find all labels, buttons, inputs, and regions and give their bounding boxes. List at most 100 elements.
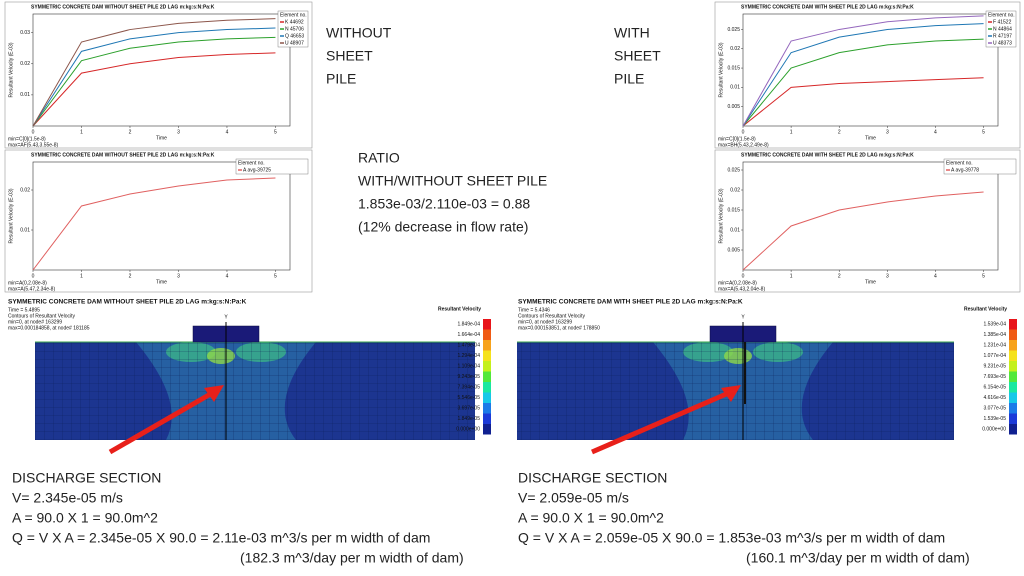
discharge-text: DISCHARGE SECTION xyxy=(518,470,667,486)
color-swatch xyxy=(483,424,491,435)
series-line xyxy=(32,18,276,127)
legend-entry: N 45706 xyxy=(285,26,304,32)
legend-label: 1.539e-05 xyxy=(983,416,1006,422)
legend-label: 1.849e-04 xyxy=(457,321,480,327)
discharge-text: Q = V X A = 2.345e-05 X 90.0 = 2.11e-03 … xyxy=(12,530,430,546)
color-swatch xyxy=(483,403,491,414)
chart-footer: max=A(5.43,2.04e-8) xyxy=(718,286,765,292)
x-tick-label: 2 xyxy=(129,273,132,279)
color-swatch xyxy=(1009,319,1017,330)
chart-footer: min=A(0,2.08e-8) xyxy=(718,280,757,286)
plot-area xyxy=(32,161,291,271)
color-swatch xyxy=(1009,361,1017,372)
x-tick-label: 1 xyxy=(80,273,83,279)
legend-title: Element no. xyxy=(238,160,265,166)
legend-entry: F 41522 xyxy=(993,19,1012,25)
y-tick-label: 0.025 xyxy=(727,167,740,173)
color-swatch xyxy=(1009,413,1017,424)
color-swatch xyxy=(1009,382,1017,393)
x-axis-label: Time xyxy=(865,279,876,285)
legend-title: Element no. xyxy=(280,12,307,18)
y-tick-label: 0.01 xyxy=(20,92,30,98)
plot-area xyxy=(742,13,999,127)
legend-title: Resultant Velocity xyxy=(438,306,481,312)
discharge-text: Q = V X A = 2.059e-05 X 90.0 = 1.853e-03… xyxy=(518,530,945,546)
legend-entry: A avg-39725 xyxy=(243,167,271,173)
chart-frame xyxy=(714,1,1021,149)
color-swatch xyxy=(1009,340,1017,351)
discharge-text: A = 90.0 X 1 = 90.0m^2 xyxy=(12,510,158,526)
legend-label: 1.849e-05 xyxy=(457,416,480,422)
label: WITH/WITHOUT SHEET PILE xyxy=(358,173,547,189)
x-axis-label: Time xyxy=(865,135,876,141)
x-tick-label: 2 xyxy=(838,273,841,279)
series-line xyxy=(742,15,984,127)
legend-label: 1.479e-04 xyxy=(457,342,480,348)
color-swatch xyxy=(1009,350,1017,361)
chart-footer: min=C[0](1.5e-8) xyxy=(8,136,46,142)
legend-label: 9.231e-05 xyxy=(983,363,1006,369)
label: SHEET xyxy=(326,48,373,64)
legend-label: 1.664e-04 xyxy=(457,332,480,338)
x-tick-label: 2 xyxy=(129,129,132,135)
contour-info: min=0, at node# 163299 xyxy=(8,319,62,325)
arrow xyxy=(108,389,216,455)
mesh-grid xyxy=(35,342,475,440)
legend-label: 1.231e-04 xyxy=(983,342,1006,348)
legend-entry: N 44864 xyxy=(993,26,1012,32)
y-axis-label: Resultant Velocity (E-03) xyxy=(718,188,724,243)
y-tick-label: 0.02 xyxy=(20,187,30,193)
chart-title: SYMMETRIC CONCRETE DAM WITHOUT SHEET PIL… xyxy=(31,4,215,10)
y-tick-label: 0.005 xyxy=(727,247,740,253)
legend-label: 3.077e-05 xyxy=(983,405,1006,411)
label: PILE xyxy=(614,71,644,87)
contour-info: Time = 5.4346 xyxy=(518,307,550,313)
color-swatch xyxy=(1009,403,1017,414)
legend xyxy=(277,10,309,48)
color-swatch xyxy=(1009,392,1017,403)
legend xyxy=(235,158,309,175)
legend-label: 6.154e-05 xyxy=(983,384,1006,390)
color-swatch xyxy=(483,329,491,340)
legend-entry: K 44692 xyxy=(285,19,304,25)
color-swatch xyxy=(483,413,491,424)
x-tick-label: 0 xyxy=(32,273,35,279)
x-axis-label: Time xyxy=(156,135,167,141)
color-swatch xyxy=(483,392,491,403)
label: WITH xyxy=(614,25,650,41)
legend-label: 3.697e-05 xyxy=(457,405,480,411)
color-swatch xyxy=(483,350,491,361)
legend-entry: U 48907 xyxy=(285,40,304,46)
legend-title: Resultant Velocity xyxy=(964,306,1007,312)
contour-info: max=0.000184858, at node# 181185 xyxy=(8,325,90,331)
legend-label: 4.616e-05 xyxy=(983,395,1006,401)
label: WITHOUT xyxy=(326,25,392,41)
y-tick-label: 0.02 xyxy=(730,187,740,193)
x-tick-label: 5 xyxy=(982,273,985,279)
legend-entry: Q 46653 xyxy=(285,33,304,39)
label: 1.853e-03/2.110e-03 = 0.88 xyxy=(358,196,530,212)
chart-footer: max=AF(5.43,3.55e-8) xyxy=(8,142,58,148)
legend-label: 0.000e+00 xyxy=(456,426,480,432)
legend-label: 5.546e-05 xyxy=(457,395,480,401)
y-tick-label: 0.03 xyxy=(20,30,30,36)
y-axis-label: Resultant Velocity (E-03) xyxy=(8,42,14,97)
legend xyxy=(943,158,1017,175)
contour-info: max=0.000153851, at node# 178850 xyxy=(518,325,600,331)
y-axis-label: Resultant Velocity (E-03) xyxy=(718,42,724,97)
slide-labels: WITHOUT SHEET PILE WITH SHEET PILE RATIO… xyxy=(326,25,661,235)
chart-footer: min=C[0](1.5e-8) xyxy=(718,136,756,142)
plot-area xyxy=(742,161,999,271)
color-swatch xyxy=(483,382,491,393)
discharge-text: (160.1 m^3/day per m width of dam) xyxy=(746,550,970,566)
legend-label: 1.077e-04 xyxy=(983,353,1006,359)
y-tick-label: 0.02 xyxy=(730,46,740,52)
x-tick-label: 3 xyxy=(886,273,889,279)
chart-title: SYMMETRIC CONCRETE DAM WITHOUT SHEET PIL… xyxy=(31,152,215,158)
x-tick-label: 1 xyxy=(790,273,793,279)
label: RATIO xyxy=(358,150,400,166)
axis-label: Y xyxy=(224,314,228,320)
y-tick-label: 0.02 xyxy=(20,61,30,67)
